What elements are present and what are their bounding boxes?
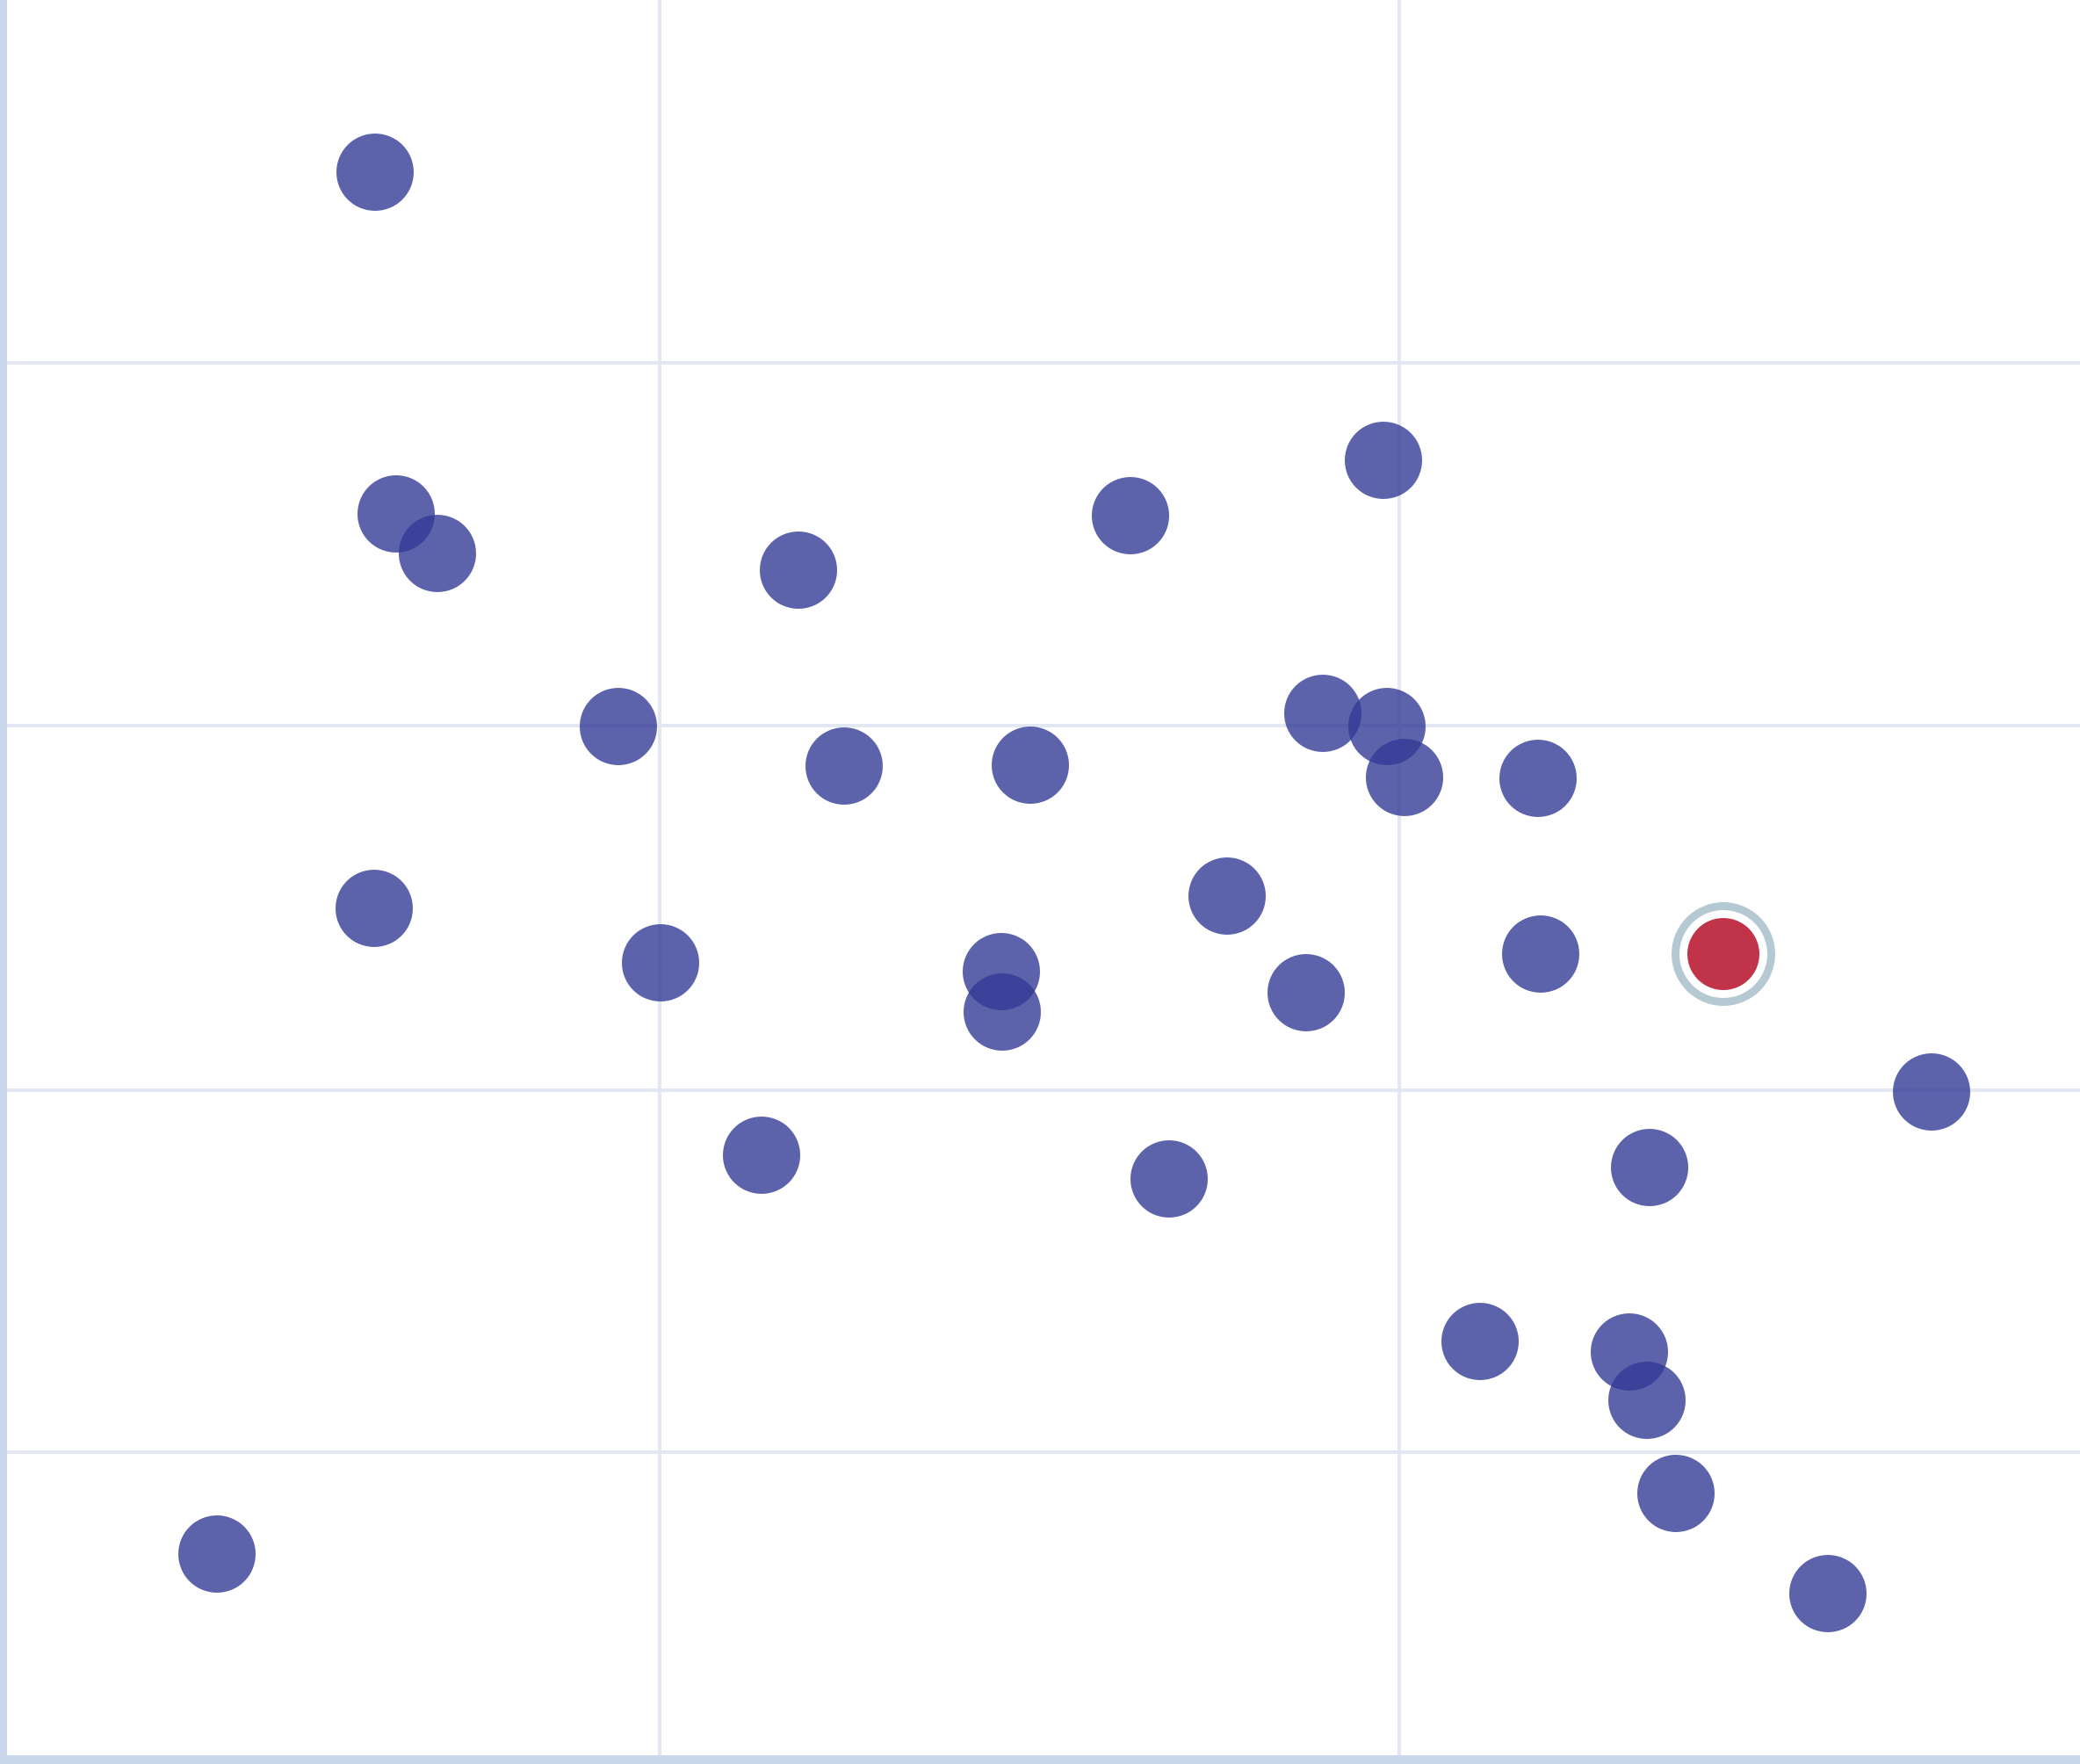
- x-axis-line: [0, 1755, 2080, 1764]
- data-point[interactable]: [964, 973, 1041, 1051]
- data-point[interactable]: [1284, 675, 1361, 752]
- data-point[interactable]: [1611, 1129, 1688, 1206]
- selected-data-point[interactable]: [1687, 918, 1759, 990]
- data-point[interactable]: [622, 924, 699, 1001]
- data-point[interactable]: [178, 1515, 256, 1593]
- data-point[interactable]: [1499, 740, 1577, 817]
- data-point[interactable]: [580, 688, 657, 765]
- data-point[interactable]: [1441, 1303, 1519, 1380]
- data-point[interactable]: [1188, 857, 1266, 935]
- data-point[interactable]: [1637, 1455, 1715, 1532]
- data-point[interactable]: [1092, 477, 1169, 554]
- data-point[interactable]: [1893, 1053, 1970, 1131]
- data-point[interactable]: [805, 727, 883, 805]
- data-point[interactable]: [1268, 954, 1345, 1031]
- y-axis-line: [0, 0, 7, 1764]
- data-point[interactable]: [992, 727, 1069, 804]
- highlight-layer: [1672, 902, 1775, 1006]
- data-point[interactable]: [1789, 1555, 1867, 1632]
- data-point[interactable]: [723, 1117, 800, 1194]
- data-point[interactable]: [760, 531, 837, 609]
- data-point[interactable]: [1345, 422, 1422, 499]
- points-layer: [178, 134, 1970, 1632]
- data-point[interactable]: [336, 870, 413, 947]
- data-point[interactable]: [399, 515, 476, 592]
- data-point[interactable]: [1608, 1362, 1686, 1439]
- data-point[interactable]: [336, 134, 414, 211]
- data-point[interactable]: [1502, 915, 1579, 993]
- data-point[interactable]: [1366, 739, 1443, 816]
- data-point[interactable]: [1130, 1140, 1208, 1218]
